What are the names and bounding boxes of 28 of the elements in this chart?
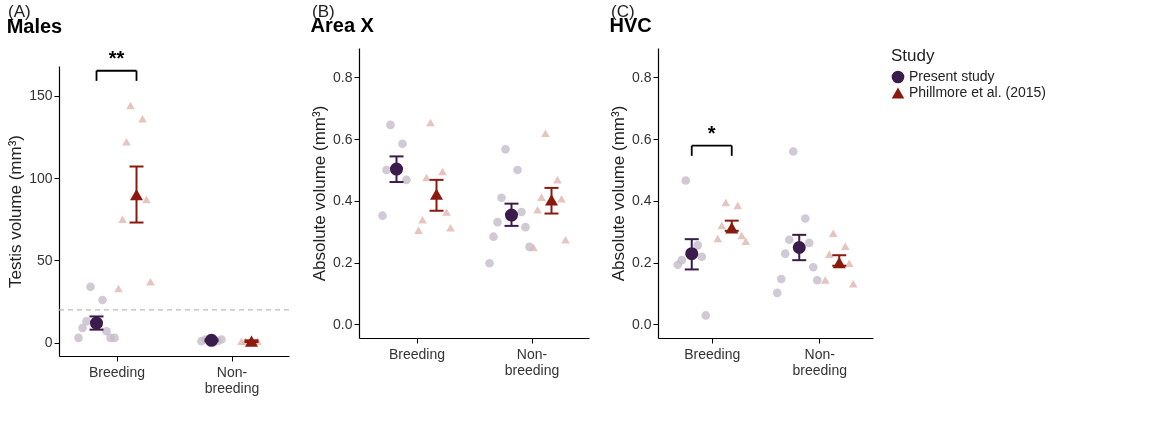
y-axis-title: Absolute volume (mm³) [310,105,330,282]
x-tick-label: Breeding [684,345,741,362]
y-tick-label: 0 [44,334,53,351]
y-tick-label: 0.8 [333,68,353,85]
y-tick-label: 0.6 [333,130,353,147]
legend-label: Present study [909,68,995,84]
y-tick-label: 0.2 [632,254,652,271]
x-tick-label: Breeding [88,363,146,380]
legend-title: Study [891,46,935,65]
legend-label: Phillmore et al. (2015) [909,84,1046,100]
y-axis-title: Testis volume (mm³) [6,134,26,289]
y-tick-label: 150 [29,87,53,104]
x-tick-label: Breeding [388,345,446,362]
y-tick-label: 0.4 [632,192,652,209]
x-tick-label: Non-breeding [204,363,260,396]
y-tick-label: 0.4 [333,192,353,209]
y-tick-label: 50 [36,251,53,268]
y-axis-title: Absolute volume (mm³) [609,105,629,282]
y-tick-label: 0.8 [632,68,652,85]
x-tick-label: Non-breeding [792,345,847,378]
annotation: * [707,121,716,144]
x-tick-label: Non-breeding [504,345,560,378]
y-tick-label: 100 [29,169,53,186]
y-tick-label: 0.6 [632,130,652,147]
y-tick-label: 0.0 [333,315,353,332]
y-tick-label: 0.0 [632,315,652,332]
annotation: ** [108,46,125,69]
y-tick-label: 0.2 [333,254,353,271]
